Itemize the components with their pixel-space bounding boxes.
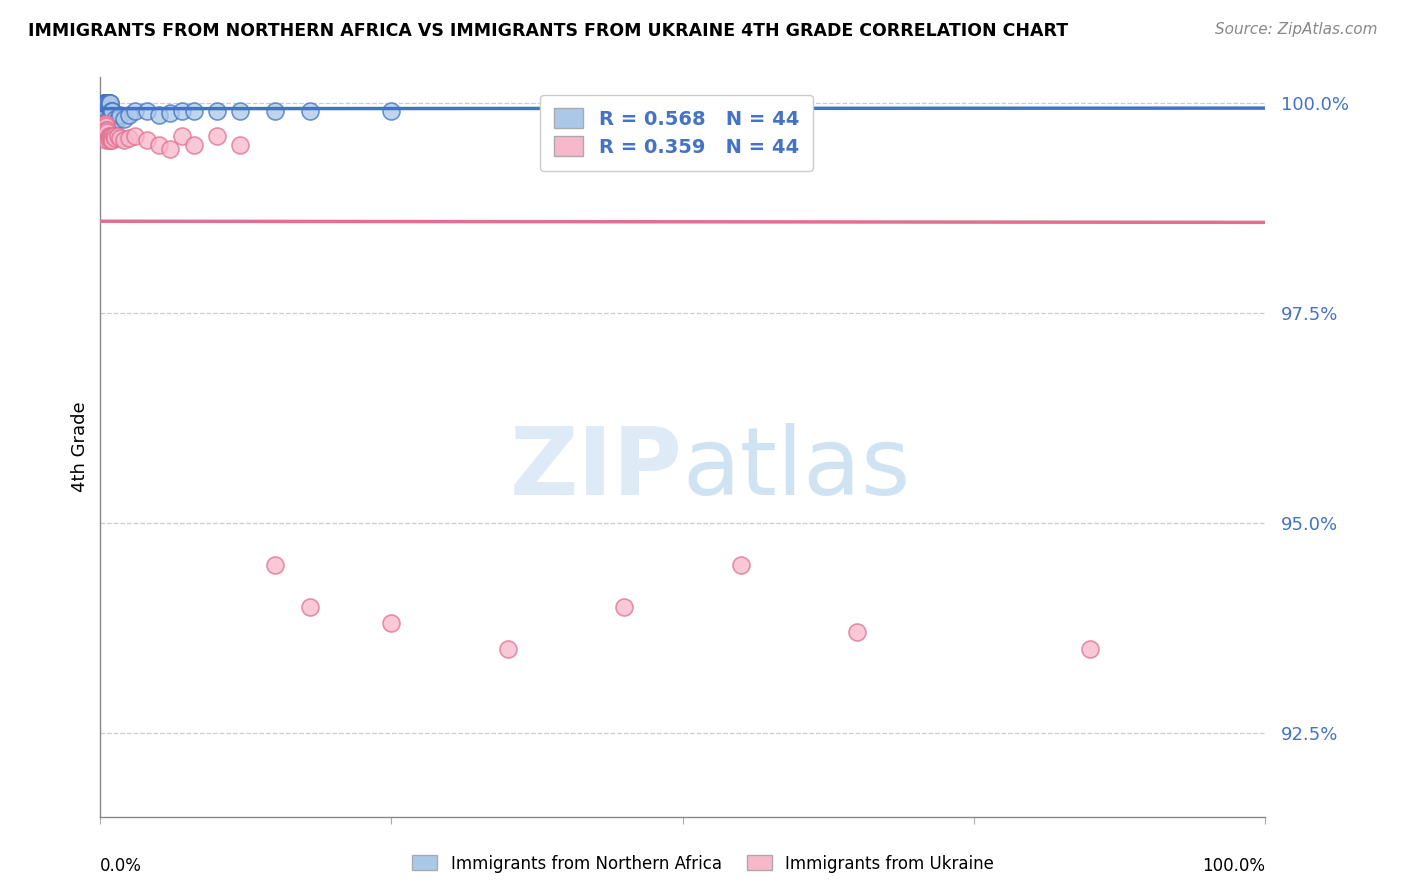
Point bbox=[96, 122, 118, 136]
Point bbox=[730, 558, 752, 572]
Point bbox=[107, 129, 129, 144]
Point bbox=[846, 624, 869, 639]
Point bbox=[613, 599, 636, 614]
Point bbox=[96, 125, 118, 139]
Point bbox=[159, 105, 181, 120]
Point bbox=[98, 95, 121, 110]
Point bbox=[91, 100, 114, 114]
Point bbox=[96, 117, 118, 131]
Point bbox=[91, 120, 114, 135]
Point bbox=[96, 95, 118, 110]
Point bbox=[264, 103, 287, 118]
Point bbox=[96, 95, 118, 110]
Point bbox=[104, 112, 127, 127]
Point bbox=[170, 103, 193, 118]
Point bbox=[124, 129, 146, 144]
Point bbox=[183, 103, 205, 118]
Point bbox=[97, 100, 120, 114]
Point bbox=[98, 108, 121, 122]
Point bbox=[94, 95, 117, 110]
Point bbox=[93, 95, 115, 110]
Point bbox=[96, 95, 118, 110]
Point bbox=[118, 131, 141, 145]
Point bbox=[96, 95, 118, 110]
Point bbox=[96, 95, 118, 110]
Point bbox=[136, 133, 159, 147]
Point bbox=[298, 599, 321, 614]
Point bbox=[205, 129, 228, 144]
Point bbox=[101, 129, 124, 144]
Legend: Immigrants from Northern Africa, Immigrants from Ukraine: Immigrants from Northern Africa, Immigra… bbox=[405, 848, 1001, 880]
Point bbox=[98, 131, 121, 145]
Point bbox=[555, 103, 578, 118]
Point bbox=[94, 120, 117, 135]
Point bbox=[93, 125, 115, 139]
Point bbox=[96, 129, 118, 144]
Point bbox=[148, 108, 170, 122]
Legend: R = 0.568   N = 44, R = 0.359   N = 44: R = 0.568 N = 44, R = 0.359 N = 44 bbox=[540, 95, 813, 170]
Point bbox=[183, 137, 205, 152]
Point bbox=[93, 95, 115, 110]
Y-axis label: 4th Grade: 4th Grade bbox=[72, 401, 89, 492]
Point bbox=[118, 108, 141, 122]
Point bbox=[98, 129, 121, 144]
Point bbox=[112, 112, 135, 127]
Point bbox=[97, 129, 120, 144]
Point bbox=[108, 108, 131, 122]
Point bbox=[1078, 641, 1101, 656]
Point bbox=[107, 112, 129, 127]
Text: 100.0%: 100.0% bbox=[1202, 856, 1265, 875]
Point bbox=[101, 133, 124, 147]
Point bbox=[94, 129, 117, 144]
Point bbox=[112, 133, 135, 147]
Point bbox=[94, 122, 117, 136]
Point bbox=[103, 129, 125, 144]
Point bbox=[94, 95, 117, 110]
Point bbox=[90, 125, 112, 139]
Point bbox=[380, 616, 402, 631]
Text: IMMIGRANTS FROM NORTHERN AFRICA VS IMMIGRANTS FROM UKRAINE 4TH GRADE CORRELATION: IMMIGRANTS FROM NORTHERN AFRICA VS IMMIG… bbox=[28, 22, 1069, 40]
Point bbox=[100, 133, 122, 147]
Text: atlas: atlas bbox=[682, 423, 911, 516]
Point bbox=[97, 95, 120, 110]
Point bbox=[104, 131, 127, 145]
Point bbox=[94, 95, 117, 110]
Point bbox=[136, 103, 159, 118]
Point bbox=[205, 103, 228, 118]
Point bbox=[229, 103, 252, 118]
Point bbox=[96, 119, 118, 133]
Text: 0.0%: 0.0% bbox=[100, 856, 142, 875]
Point bbox=[96, 95, 118, 110]
Point bbox=[96, 133, 118, 147]
Point bbox=[97, 133, 120, 147]
Point bbox=[108, 131, 131, 145]
Point bbox=[264, 558, 287, 572]
Point bbox=[98, 95, 121, 110]
Point bbox=[96, 122, 118, 136]
Point bbox=[96, 95, 118, 110]
Text: ZIP: ZIP bbox=[510, 423, 682, 516]
Point bbox=[148, 137, 170, 152]
Point bbox=[730, 103, 752, 118]
Point bbox=[496, 641, 519, 656]
Point bbox=[97, 95, 120, 110]
Point bbox=[96, 95, 118, 110]
Point bbox=[298, 103, 321, 118]
Point bbox=[124, 103, 146, 118]
Point bbox=[101, 103, 124, 118]
Point bbox=[96, 95, 118, 110]
Point bbox=[93, 117, 115, 131]
Point bbox=[380, 103, 402, 118]
Point bbox=[101, 103, 124, 118]
Point bbox=[103, 117, 125, 131]
Point bbox=[229, 137, 252, 152]
Point bbox=[170, 129, 193, 144]
Text: Source: ZipAtlas.com: Source: ZipAtlas.com bbox=[1215, 22, 1378, 37]
Point bbox=[159, 142, 181, 156]
Point bbox=[100, 103, 122, 118]
